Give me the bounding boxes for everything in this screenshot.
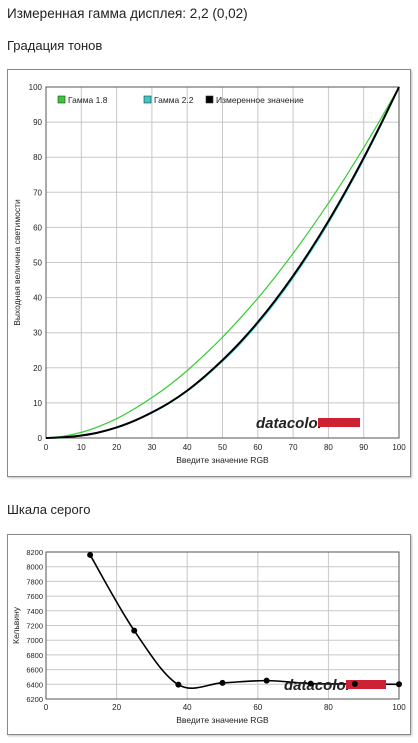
grayscale-heading: Шкала серого [7,502,91,517]
data-point [131,627,138,634]
plot-frame [45,551,400,700]
y-tick-label: 100 [29,83,43,92]
data-point [351,680,358,687]
x-tick-label: 100 [392,703,406,712]
y-tick-label: 6800 [26,651,43,660]
tone-gradation-chart: 0 10 20 30 40 50 60 70 80 90 100 0 10 20 30 40 50 60 70 80 9… [12,83,406,465]
data-point [263,677,270,684]
y-tick-label: 7800 [26,577,43,586]
x-tick-label: 60 [253,703,262,712]
x-tick-label: 90 [359,443,368,452]
legend-label-3: Измеренное значение [216,95,304,105]
y-tick-label: 10 [33,399,42,408]
tone-gradation-heading: Градация тонов [7,38,103,53]
legend-swatch-1 [57,95,66,104]
x-tick-label: 10 [77,443,86,452]
y-tick-label: 50 [33,259,42,268]
data-point [396,681,402,688]
y-tick-label: 6200 [26,695,43,704]
data-point [219,679,226,686]
grayscale-chart-panel: 0 20 40 60 80 100 6200 6400 6600 6800 7000 7200 7400… [7,534,411,735]
data-point [175,681,182,688]
x-tick-label: 40 [183,703,192,712]
y-tick-label: 20 [33,364,42,373]
y-tick-label: 0 [38,434,43,443]
x-tick-label: 40 [183,443,192,452]
y-tick-label: 6600 [26,666,43,675]
datacolor-logo-text: datacolor [256,415,325,432]
x-tick-label: 50 [218,443,227,452]
x-tick-label: 60 [253,443,262,452]
x-axis-label: Введите значение RGB [176,715,269,725]
series-line-3 [45,86,400,439]
y-tick-label: 7000 [26,636,43,645]
x-tick-label: 30 [147,443,156,452]
tone-gradation-chart-panel: 0 10 20 30 40 50 60 70 80 90 100 0 10 20 30 40 50 60 70 80 9… [7,69,411,477]
x-tick-label: 0 [44,703,49,712]
datacolor-logo-bar [318,418,360,427]
series-line-1 [45,86,400,439]
y-axis-label: Кельвину [11,606,21,644]
legend-label-1: Гамма 1.8 [68,95,108,105]
y-axis-label: Выходная величина светимости [12,199,22,326]
y-tick-label: 70 [33,188,42,197]
y-tick-label: 80 [33,153,42,162]
y-tick-label: 6400 [26,680,43,689]
data-point [307,680,314,687]
legend-swatch-3 [205,95,214,104]
x-tick-label: 80 [324,703,333,712]
y-tick-label: 7200 [26,622,43,631]
x-tick-label: 70 [289,443,298,452]
y-tick-label: 7400 [26,607,43,616]
y-tick-label: 90 [33,118,42,127]
x-axis-label: Введите значение RGB [176,455,269,465]
y-tick-label: 7600 [26,592,43,601]
y-tick-label: 8000 [26,563,43,572]
datacolor-logo-bar [346,680,386,689]
datacolor-logo-text: datacolor [284,677,353,694]
legend-swatch-2 [143,95,152,104]
x-tick-label: 80 [324,443,333,452]
y-tick-label: 30 [33,329,42,338]
x-tick-label: 20 [112,443,121,452]
grayscale-chart: 0 20 40 60 80 100 6200 6400 6600 6800 7000 7200 7400… [11,548,406,725]
data-point [87,551,94,558]
y-tick-label: 60 [33,223,42,232]
x-tick-label: 100 [392,443,406,452]
x-tick-label: 0 [44,443,49,452]
legend-label-2: Гамма 2.2 [154,95,194,105]
page-title: Измеренная гамма дисплея: 2,2 (0,02) [7,6,248,21]
plot-frame [45,86,400,439]
x-tick-label: 20 [112,703,121,712]
y-tick-label: 40 [33,294,42,303]
y-tick-label: 8200 [26,548,43,557]
